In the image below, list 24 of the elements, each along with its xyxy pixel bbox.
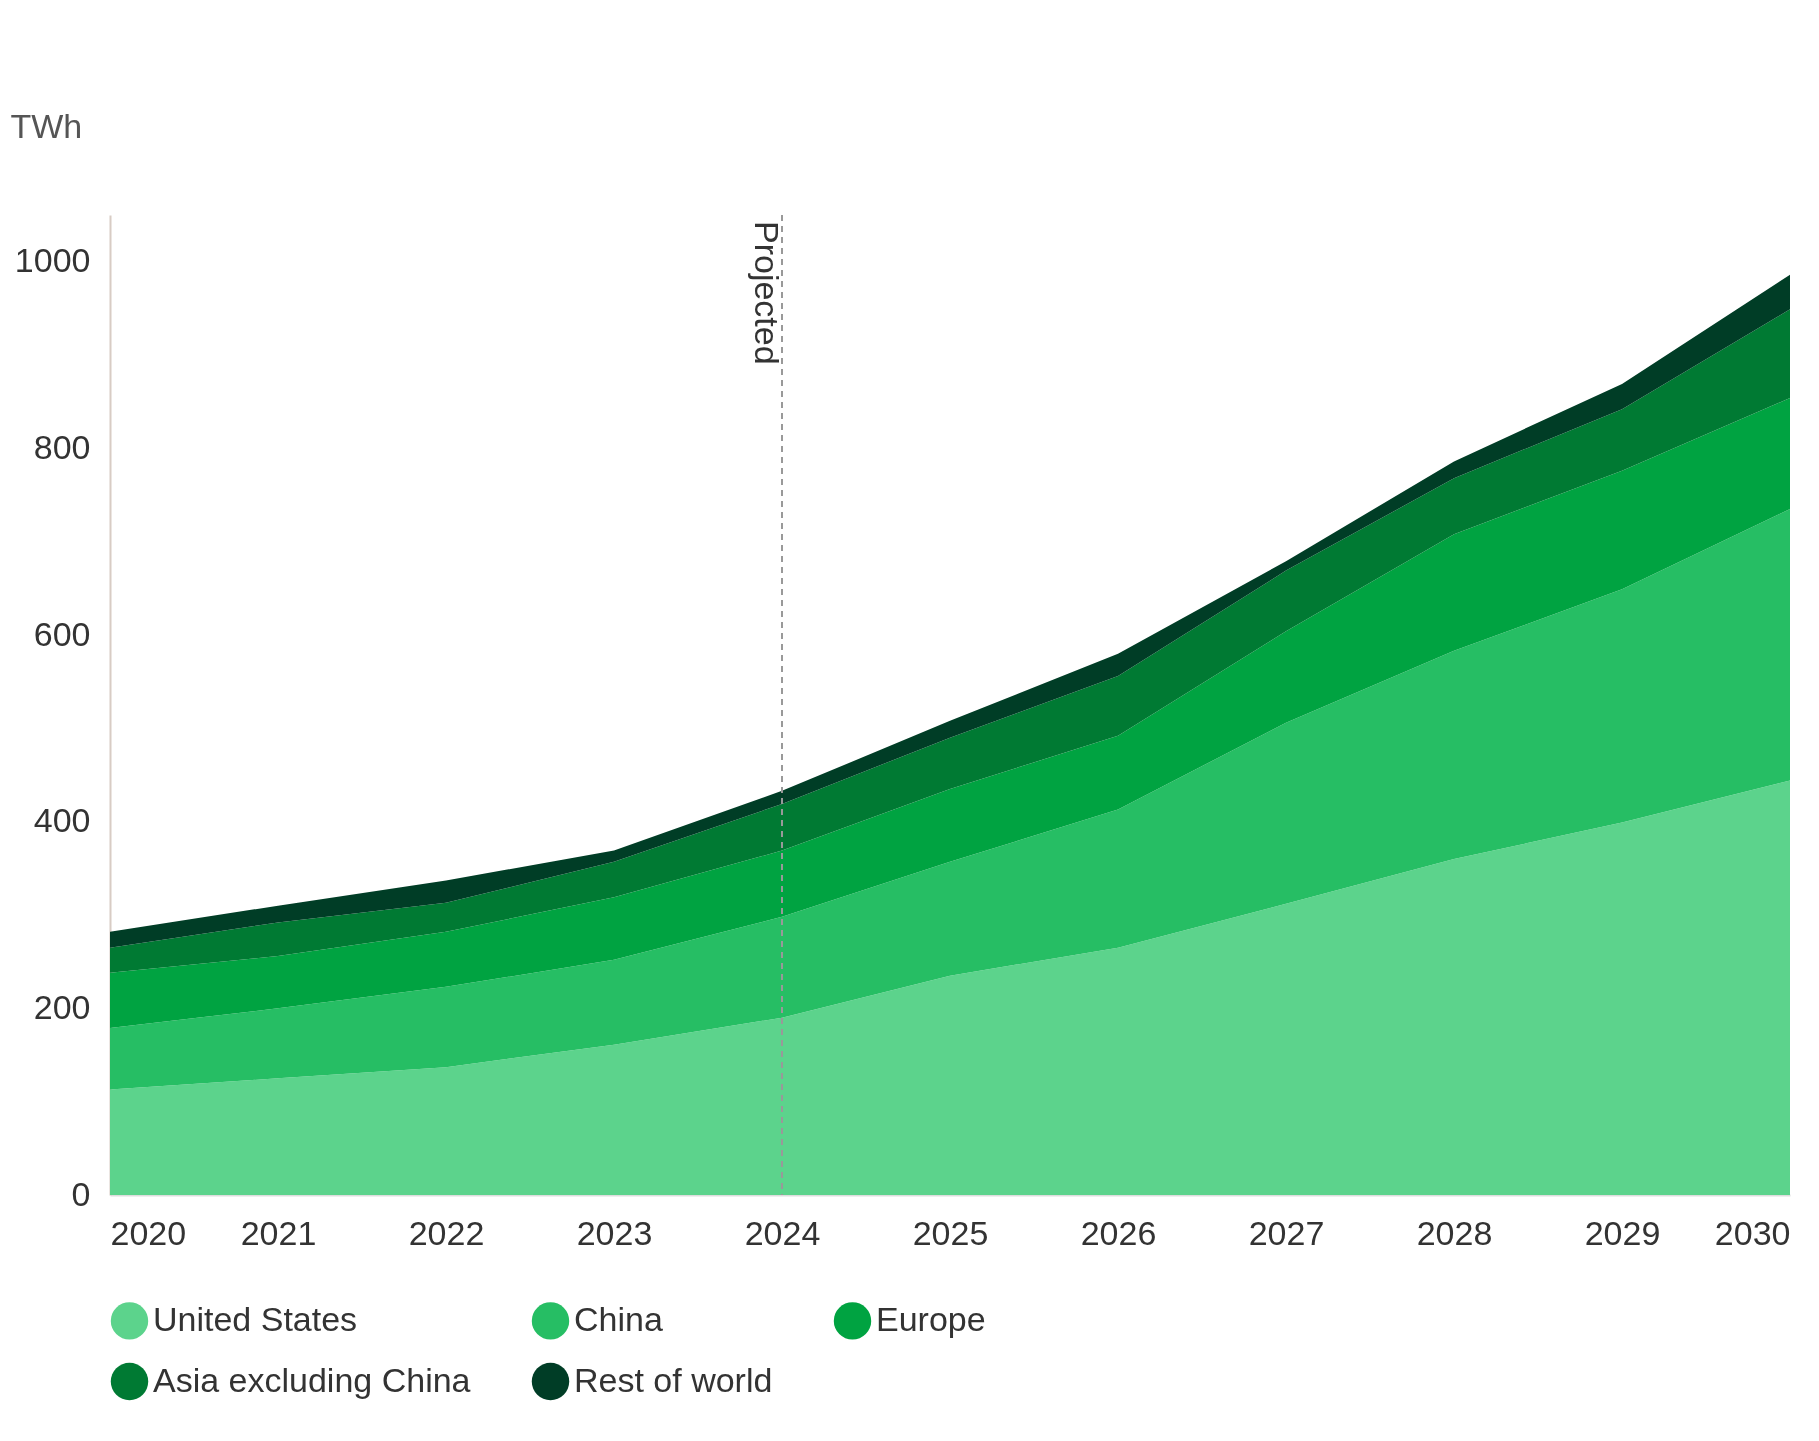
x-tick-label: 2024 xyxy=(744,1213,821,1252)
x-tick-label: 2030 xyxy=(1714,1213,1791,1252)
y-tick-label: 1000 xyxy=(14,241,91,280)
y-tick-label: 0 xyxy=(71,1174,91,1213)
x-tick-label: 2029 xyxy=(1584,1213,1661,1252)
y-tick-label: 800 xyxy=(33,427,91,466)
x-tick-label: 2021 xyxy=(240,1213,317,1252)
legend-label: Rest of world xyxy=(574,1360,773,1399)
x-tick-label: 2028 xyxy=(1416,1213,1493,1252)
y-tick-label: 600 xyxy=(33,614,91,653)
x-tick-label: 2027 xyxy=(1248,1213,1325,1252)
legend-label: China xyxy=(574,1299,663,1338)
y-axis-title: TWh xyxy=(10,106,83,145)
ref-line-label: Projected xyxy=(748,221,786,365)
legend-label: Europe xyxy=(876,1299,986,1338)
x-tick-label: 2022 xyxy=(408,1213,485,1252)
legend-label: United States xyxy=(153,1299,358,1338)
x-tick-label: 2023 xyxy=(576,1213,653,1252)
legend-label: Asia excluding China xyxy=(153,1360,471,1399)
x-tick-label: 2025 xyxy=(912,1213,989,1252)
x-tick-label: 2020 xyxy=(110,1213,187,1252)
y-tick-label: 400 xyxy=(33,801,91,840)
y-tick-label: 200 xyxy=(33,987,91,1026)
x-tick-label: 2026 xyxy=(1080,1213,1157,1252)
